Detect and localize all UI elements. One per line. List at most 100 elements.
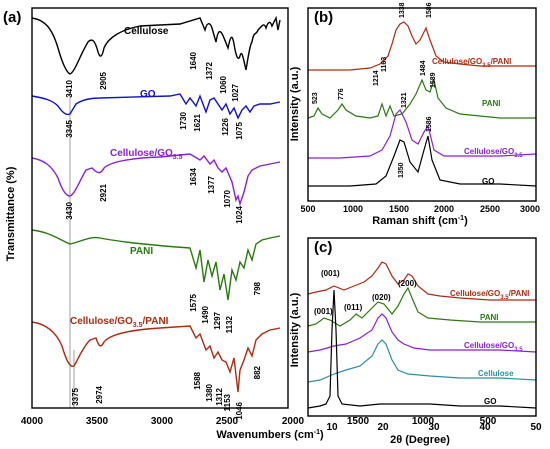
peak-label: 3410: [65, 79, 74, 97]
x-tick-label: 20: [377, 422, 389, 433]
xrd-label-cellulose-go-pani: Cellulose/GO3.5/PANI: [450, 289, 529, 301]
series-cellulose-line: [31, 15, 281, 75]
peak-label: 882: [253, 365, 262, 379]
peak-label: 2921: [99, 183, 108, 201]
peak-label: 1377: [207, 175, 216, 193]
x-tick-label: 1000: [412, 416, 435, 427]
x-tick-label: 1000: [343, 204, 363, 214]
xrd-annotation: (001): [314, 307, 333, 316]
series-cellulose-go-pani-line: [31, 321, 281, 393]
raman-peak-label: 776: [338, 88, 345, 100]
x-tick-label: 2000: [282, 416, 305, 427]
panel-b: (b) Intensity (a.u.) Raman shift (cm-1) …: [289, 2, 540, 227]
raman-cellulose-go-line: [308, 108, 537, 159]
series-pani-line: [31, 229, 281, 301]
xrd-label-go: GO: [484, 397, 496, 406]
panel-a: (a) Transmittance (%) Wavenumbers (cm-1)…: [3, 7, 497, 441]
x-tick-label: 3000: [520, 204, 540, 214]
x-tick-label: 3000: [151, 416, 174, 427]
panel-a-frame: [31, 7, 289, 409]
peak-label: 1575: [189, 293, 198, 311]
x-tick-label: 2500: [216, 416, 239, 427]
xrd-label-cellulose-go: Cellulose/GO3.5: [464, 341, 523, 353]
panel-c-frame: [307, 237, 537, 417]
panel-b-xlabel: Raman shift (cm-1): [372, 215, 468, 227]
raman-label-pani: PANI: [482, 99, 501, 108]
x-tick-label: 30: [428, 422, 440, 433]
peak-label: 2974: [95, 385, 104, 403]
xrd-annotation: (200): [398, 279, 417, 288]
xrd-cellulose-go-pani-line: [307, 261, 536, 301]
xrd-go-line: [307, 289, 537, 409]
cellulose-peak-labels: 3410 2905 1640 1372 1060 1027: [65, 51, 240, 101]
peak-label: 1070: [223, 189, 232, 207]
peak-label: 1297: [213, 311, 222, 329]
series-label-pani: PANI: [130, 246, 153, 257]
peak-label: 1372: [205, 61, 214, 79]
raman-peak-label: 1586: [426, 116, 433, 132]
series-cellulose-go-line: [31, 153, 281, 207]
peak-label: 2905: [99, 71, 108, 89]
peak-label: 3430: [65, 201, 74, 219]
x-tick-label: 2500: [480, 204, 500, 214]
raman-peak-label: 1163: [381, 57, 388, 72]
panel-c-letter: (c): [314, 239, 332, 256]
x-tick-label: 40: [479, 422, 491, 433]
peak-label: 1024: [235, 205, 244, 223]
panel-a-ylabel: Transmittance (%): [5, 166, 17, 261]
x-tick-label: 2000: [434, 204, 454, 214]
peak-label: 1075: [235, 121, 244, 139]
xrd-annotation: (011): [344, 303, 363, 312]
series-label-go: GO: [140, 89, 156, 100]
x-tick-label: 3500: [86, 416, 109, 427]
peak-label: 1312: [215, 387, 224, 405]
pani-peak-labels: 1575 1490 1297 1132 798: [189, 281, 262, 333]
xrd-label-cellulose: Cellulose: [478, 369, 514, 378]
xrd-annotation: (020): [372, 293, 391, 302]
raman-peak-label: 1321: [401, 92, 408, 108]
raman-peak-label: 1484: [420, 60, 427, 76]
xrd-cellulose-line: [307, 339, 537, 383]
peak-label: 1060: [219, 75, 228, 93]
series-label-cellulose-go-pani: Cellulose/GO3.5/PANI: [70, 316, 169, 329]
x-tick-label: 10: [326, 422, 338, 433]
x-tick-label: 4000: [21, 416, 44, 427]
raman-peak-label: 1589: [430, 72, 437, 88]
panel-b-frame: [307, 7, 537, 202]
peak-label: 1046: [235, 401, 244, 419]
series-label-cellulose-go: Cellulose/GO3.5: [110, 148, 183, 161]
raman-peak-label: 1586: [426, 2, 433, 18]
x-tick-label: 1500: [347, 416, 370, 427]
x-tick-label: 50: [530, 422, 542, 433]
raman-go-line: [308, 135, 537, 187]
peak-label: 1132: [225, 315, 234, 333]
raman-peak-label: 1214: [373, 70, 380, 86]
raman-peak-label: 523: [312, 92, 319, 104]
peak-label: 1153: [223, 393, 232, 411]
peak-label: 3375: [71, 387, 80, 405]
panel-b-xticks: 500 1000 1500 2000 2500 3000: [300, 204, 540, 214]
xrd-annotation: (001): [321, 269, 340, 278]
raman-pani-peak-labels: 523 776 1163 1214 1484 1589: [312, 57, 437, 104]
panel-c: (c) Intensity (a.u.) 2θ (Degree) 10 20 3…: [289, 237, 542, 446]
panel-c-ylabel: Intensity (a.u.): [289, 292, 301, 367]
panel-a-xticks: 4000 3500 3000 2500 2000 1500 1000 500: [21, 416, 497, 427]
series-label-cellulose: Cellulose: [124, 26, 169, 37]
raman-peak-label: 1338: [399, 2, 406, 18]
raman-cellulose-go-pani-line: [308, 21, 536, 71]
raman-label-cellulose-go: Cellulose/GO3.5: [464, 147, 523, 159]
panel-a-xlabel: Wavenumbers (cm-1): [216, 429, 324, 441]
peak-label: 1588: [193, 371, 202, 389]
series-go-line: [31, 93, 281, 120]
cellulose-go-pani-peak-labels: 3375 2974 1588 1380 1312 1153 1046 882: [71, 365, 262, 419]
panel-c-xlabel: 2θ (Degree): [390, 434, 450, 446]
peak-label: 1621: [193, 113, 202, 131]
peak-label: 1027: [231, 83, 240, 101]
x-tick-label: 500: [300, 204, 315, 214]
raman-label-cellulose-go-pani: Cellulose/GO3.5/PANI: [432, 57, 511, 69]
raman-peak-label: 1350: [398, 162, 405, 178]
panel-c-xticks: 10 20 30 40 50: [326, 422, 542, 433]
peak-label: 1634: [189, 167, 198, 185]
raman-label-go: GO: [482, 177, 494, 186]
